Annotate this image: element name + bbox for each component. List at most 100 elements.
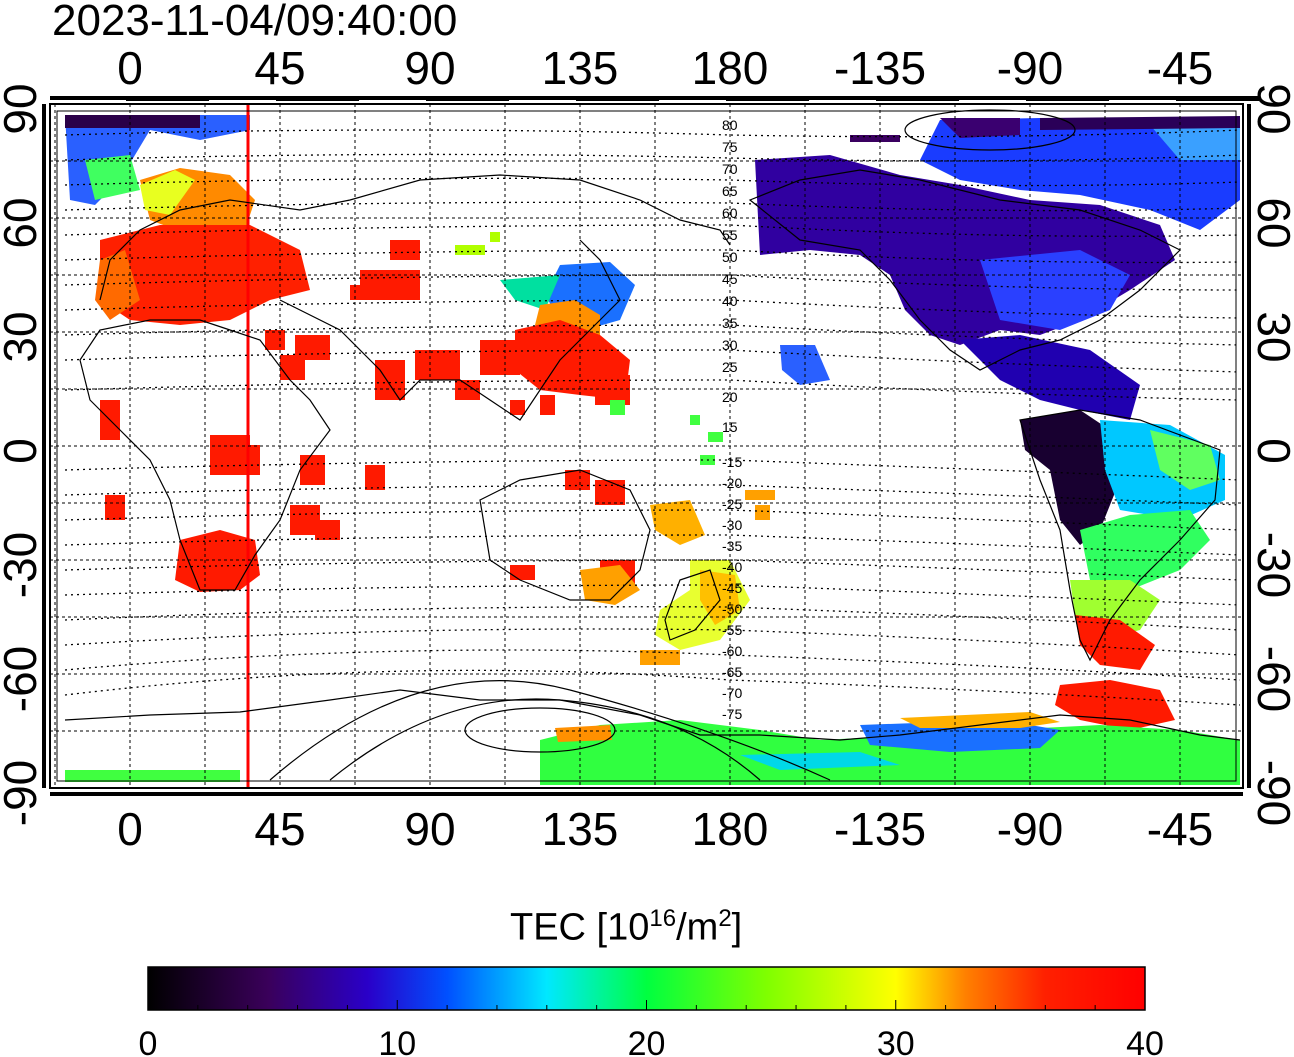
x-tick-bottom-label: 180	[692, 803, 769, 855]
x-tick-top-label: 180	[692, 42, 769, 94]
x-tick-bottom-label: 90	[404, 803, 455, 855]
colorbar-title-mid: /m	[676, 906, 719, 949]
colorbar-title-exp2: 2	[718, 905, 732, 932]
colorbar-title: TEC [1016/m2]	[510, 905, 742, 950]
contour-label-south: -60	[722, 643, 742, 659]
contour-label-south: -15	[722, 454, 742, 470]
axis-ticks: 0 45 90 135 180 -135 -90 -450 45 90 135 180 -135 -90-…	[0, 42, 1294, 855]
tec-region-antarctica-orange-w	[555, 725, 612, 742]
colorbar-tick-label: 10	[378, 1025, 416, 1057]
x-tick-top-label: -135	[834, 42, 926, 94]
colorbar-tick-label: 0	[139, 1025, 158, 1057]
x-tick-bottom-label: 0	[117, 803, 143, 855]
contour-labels: 80 75 70 65 60 55 50 45 40 35 30 25 20 15 -15 -20 -25 -30…	[722, 117, 742, 722]
y-tick-right-label: 0	[1248, 438, 1294, 464]
tec-region-south-africa	[175, 530, 260, 592]
magnetic-contours	[64, 129, 1241, 706]
contour-label-south: -65	[722, 664, 742, 680]
x-tick-top-label: -90	[997, 42, 1063, 94]
tec-region-arctic-west-green	[85, 155, 140, 200]
y-tick-left-label: -90	[0, 760, 46, 826]
tec-region-canada-top	[940, 118, 1020, 138]
contour-label-north: 65	[722, 183, 738, 199]
x-tick-top-label: 45	[254, 42, 305, 94]
tec-scatter-pacific-green	[610, 400, 723, 465]
tec-region-na-east	[980, 250, 1130, 330]
tec-region-antarctica	[540, 720, 1240, 785]
contour-label-north: 25	[722, 359, 738, 375]
tec-region-nz-north	[650, 500, 705, 545]
tec-region-australia-se	[580, 565, 640, 605]
x-tick-top-label: -45	[1147, 42, 1213, 94]
colorbar-title-exp1: 16	[649, 905, 677, 932]
map-frame	[49, 103, 1244, 789]
tec-scatter-nz	[640, 490, 775, 665]
contour-label-north: 75	[722, 139, 738, 155]
y-tick-left-label: 30	[0, 311, 46, 362]
tec-region-antarctica-west	[65, 770, 240, 782]
tec-region-central-america	[960, 335, 1140, 420]
contour-label-north: 40	[722, 293, 738, 309]
frame-bar-top-full	[50, 96, 1243, 100]
colorbar-tick-label: 30	[877, 1025, 915, 1057]
contour-label-north: 30	[722, 337, 738, 353]
contour-label-north: 60	[722, 205, 738, 221]
colorbar-tick-label: 40	[1126, 1025, 1164, 1057]
x-tick-bottom-label: -135	[834, 803, 926, 855]
contour-label-south: -55	[722, 622, 742, 638]
tec-region-south-america-mid	[1080, 510, 1210, 590]
y-tick-left-label: -60	[0, 646, 46, 712]
x-tick-top-label: 0	[117, 42, 143, 94]
contour-label-north: 15	[722, 419, 738, 435]
tec-region-europe-yellow	[140, 170, 195, 215]
tec-region-arctic-west-dark	[65, 115, 200, 128]
contour-label-south: -35	[722, 538, 742, 554]
tec-region-arctic-top	[1040, 116, 1240, 130]
colorbar-tick-label: 20	[628, 1025, 666, 1057]
x-tick-top-label: 135	[542, 42, 619, 94]
tec-region-antarctica-cyan	[740, 752, 900, 770]
tec-region-south-america-west	[1020, 410, 1120, 545]
contour-label-south: -20	[722, 475, 742, 491]
contour-label-north: 55	[722, 227, 738, 243]
y-tick-left-label: 0	[0, 438, 46, 464]
y-tick-right-label: 30	[1248, 311, 1294, 362]
contour-label-south: -45	[722, 580, 742, 596]
map-inner-frame	[56, 110, 1237, 782]
contour-label-north: 35	[722, 315, 738, 331]
map-grid	[50, 104, 1243, 788]
frame-bar-right	[1247, 104, 1251, 788]
contour-label-south: -50	[722, 601, 742, 617]
contour-label-south: -25	[722, 496, 742, 512]
contour-label-south: -75	[722, 706, 742, 722]
y-tick-left-label: 90	[0, 83, 46, 134]
y-tick-right-label: 90	[1248, 83, 1294, 134]
colorbar-title-end: ]	[731, 906, 743, 949]
y-tick-right-label: 60	[1248, 197, 1294, 248]
y-tick-right-label: -30	[1248, 532, 1294, 598]
contour-label-north: 20	[722, 389, 738, 405]
tec-region-drake	[1055, 680, 1175, 730]
frame-bar-left	[42, 104, 46, 788]
y-tick-left-label: -30	[0, 532, 46, 598]
contour-label-south: -70	[722, 685, 742, 701]
contour-label-north: 45	[722, 271, 738, 287]
x-tick-bottom-label: -45	[1147, 803, 1213, 855]
tec-region-antarctica-orange	[900, 712, 1060, 728]
tec-scatter-asia-green	[455, 232, 500, 255]
contour-label-north: 70	[722, 161, 738, 177]
colorbar-title-main: TEC [10	[510, 906, 650, 949]
x-tick-bottom-label: -90	[997, 803, 1063, 855]
contour-label-south: -30	[722, 517, 742, 533]
frame-bar-bottom-full	[50, 792, 1243, 796]
y-tick-left-label: 60	[0, 197, 46, 248]
tec-data-layer	[65, 115, 1240, 785]
contour-label-north: 80	[722, 117, 738, 133]
x-tick-bottom-label: 45	[254, 803, 305, 855]
tec-region-south-america-ne	[1150, 430, 1220, 490]
map-title: 2023-11-04/09:40:00	[52, 0, 458, 45]
tec-region-patagonia	[1075, 615, 1155, 670]
tec-region-europe-south	[95, 250, 140, 320]
colorbar-ticks: 0 10 20 30 40	[139, 1000, 1164, 1057]
